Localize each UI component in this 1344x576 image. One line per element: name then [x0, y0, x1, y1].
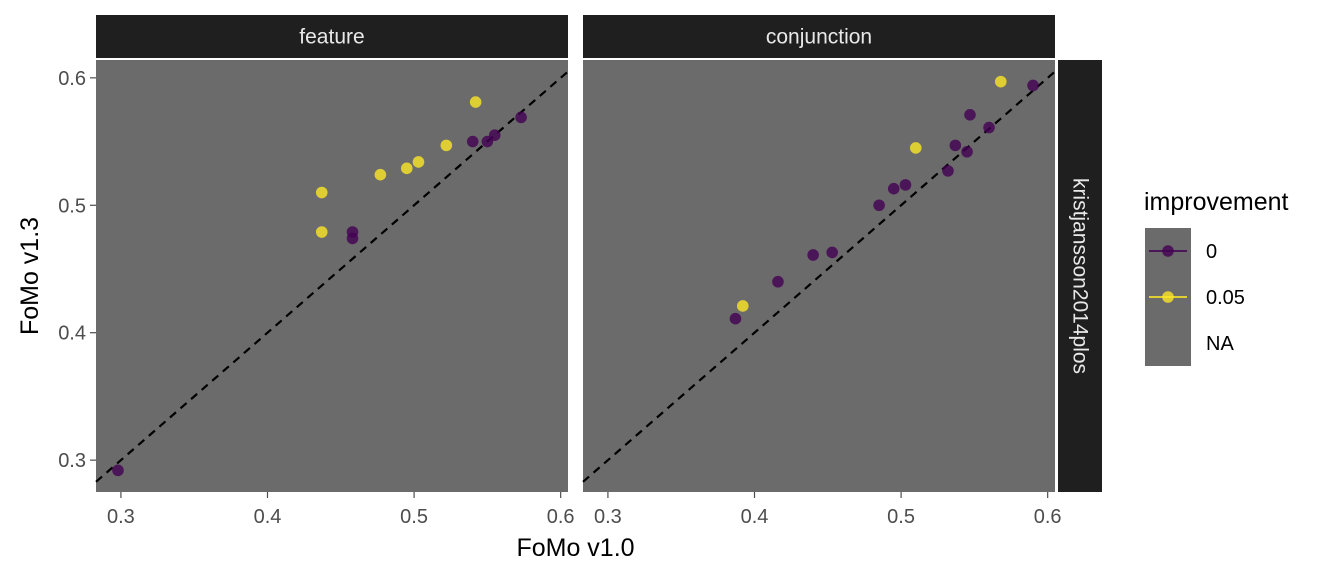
data-point [400, 162, 413, 175]
legend-label: 0.05 [1206, 287, 1245, 309]
strip-feature [96, 15, 568, 58]
data-point [807, 249, 819, 261]
x-tick-label: 0.3 [107, 506, 135, 528]
y-axis-title: FoMo v1.3 [16, 217, 44, 335]
legend-point [1162, 291, 1174, 303]
data-point [772, 275, 784, 288]
y-tick-label: 0.3 [58, 450, 86, 472]
data-point [729, 312, 742, 325]
data-point [887, 182, 900, 195]
x-tick-label: 0.4 [254, 506, 282, 528]
data-point [909, 142, 922, 154]
strip-conjunction [583, 15, 1055, 58]
data-point [964, 108, 976, 121]
data-point [412, 156, 425, 168]
data-point [983, 121, 995, 134]
data-point [469, 96, 482, 108]
data-point [466, 135, 479, 148]
y-tick-label: 0.4 [58, 323, 86, 345]
row-strip-label: kristjansson2014plos [1069, 178, 1092, 374]
data-point [736, 300, 749, 312]
legend-label: 0 [1206, 241, 1217, 263]
row-strip [1058, 60, 1102, 492]
legend: improvement 0 0.05 NA [1144, 188, 1289, 366]
strip-label-feature: feature [299, 26, 364, 49]
data-point [440, 139, 453, 152]
data-point [374, 168, 387, 181]
x-tick-label: 0.5 [400, 506, 428, 528]
legend-title: improvement [1144, 188, 1289, 216]
x-axis-title: FoMo v1.0 [516, 534, 634, 562]
legend-point [1162, 245, 1174, 257]
data-point [346, 226, 359, 238]
data-point [961, 145, 973, 158]
data-point [315, 186, 328, 199]
identity-line [582, 70, 1056, 483]
panel-feature: feature 0.3 0.4 0.5 0.6 [95, 15, 575, 528]
data-point [1027, 79, 1039, 92]
data-point [994, 75, 1007, 88]
x-tick-label: 0.4 [741, 506, 769, 528]
data-point [949, 139, 962, 152]
legend-label: NA [1206, 333, 1234, 355]
data-point [942, 165, 954, 177]
data-point [515, 111, 527, 124]
x-tick-label: 0.6 [1034, 506, 1062, 528]
data-point [488, 129, 501, 141]
legend-key [1145, 320, 1191, 366]
data-point [826, 246, 838, 259]
y-tick-label: 0.5 [58, 195, 86, 217]
data-point [112, 464, 124, 477]
x-tick-label: 0.3 [594, 506, 622, 528]
x-tick-label: 0.6 [547, 506, 575, 528]
y-tick-label: 0.6 [58, 68, 86, 90]
panel-conjunction: conjunction 0.3 0.4 0.5 0.6 [582, 15, 1062, 528]
data-point [899, 179, 912, 191]
x-tick-label: 0.5 [887, 506, 915, 528]
data-point [315, 226, 328, 238]
strip-label-conjunction: conjunction [766, 26, 872, 49]
data-point [873, 199, 885, 212]
